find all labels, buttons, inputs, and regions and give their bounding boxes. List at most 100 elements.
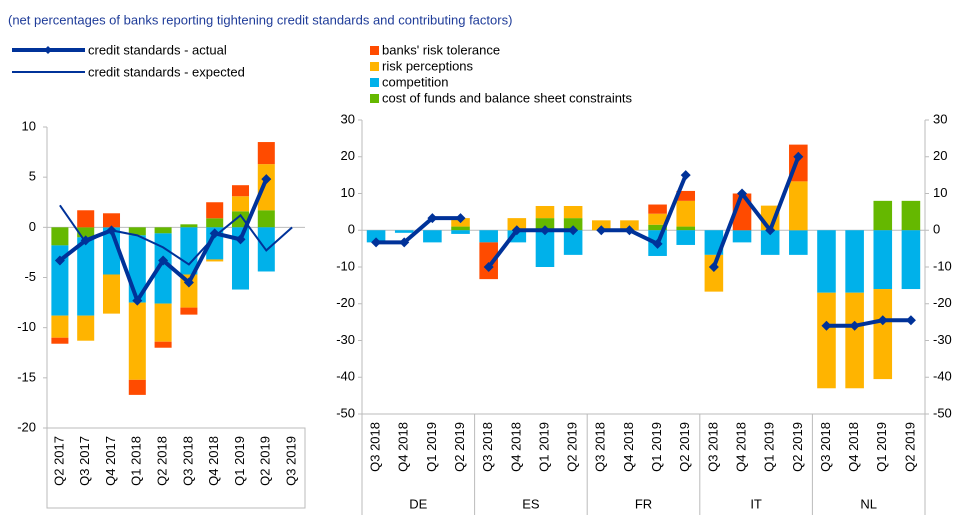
x-tick-label: Q1 2019 bbox=[762, 422, 777, 472]
x-tick-label: Q4 2018 bbox=[621, 422, 636, 472]
bar-segment bbox=[180, 307, 198, 315]
bar-segment bbox=[676, 190, 696, 201]
legend-label: risk perceptions bbox=[382, 58, 474, 73]
bar-segment bbox=[257, 210, 275, 228]
x-tick-label: Q2 2019 bbox=[452, 422, 467, 472]
line-marker bbox=[568, 225, 579, 236]
x-tick-label: Q3 2018 bbox=[818, 422, 833, 472]
bar-segment bbox=[535, 218, 555, 231]
line-marker bbox=[158, 255, 169, 266]
bar-segment bbox=[648, 224, 667, 231]
bar-segment bbox=[451, 230, 470, 234]
legend-label: banks' risk tolerance bbox=[382, 42, 500, 57]
y-tick-label: -15 bbox=[17, 369, 36, 384]
line-marker bbox=[483, 262, 494, 272]
y2-tick-label: -10 bbox=[933, 258, 952, 273]
bar-segment bbox=[817, 230, 836, 293]
line-marker bbox=[132, 295, 143, 306]
line-marker bbox=[821, 320, 832, 331]
legend-swatch bbox=[370, 94, 379, 103]
x-tick-label: Q3 2018 bbox=[368, 422, 383, 472]
y-tick-label: 0 bbox=[348, 222, 355, 237]
bar-segment bbox=[394, 230, 414, 233]
bar-segment bbox=[51, 337, 69, 344]
bar-segment bbox=[789, 230, 808, 255]
line-marker bbox=[539, 225, 550, 236]
y-tick-label: 10 bbox=[341, 185, 355, 200]
bar-segment bbox=[535, 205, 555, 219]
y2-tick-label: 10 bbox=[933, 185, 947, 200]
y2-tick-label: 30 bbox=[933, 111, 947, 126]
bar-segment bbox=[817, 292, 836, 389]
x-tick-label: Q3 2018 bbox=[593, 422, 608, 472]
bar-segment bbox=[760, 230, 780, 255]
bar-segment bbox=[128, 227, 146, 236]
legend-label: competition bbox=[382, 74, 448, 89]
group-label: DE bbox=[409, 496, 427, 511]
bar-segment bbox=[128, 302, 146, 380]
bar-segment bbox=[231, 196, 250, 212]
x-tick-label: Q3 2019 bbox=[284, 436, 299, 486]
legend-swatch bbox=[370, 46, 379, 55]
bar-segment bbox=[77, 237, 95, 316]
group-label: NL bbox=[860, 496, 877, 511]
x-tick-label: Q4 2018 bbox=[846, 422, 861, 472]
x-tick-label: Q3 2018 bbox=[480, 422, 495, 472]
x-tick-label: Q1 2019 bbox=[232, 436, 247, 486]
bar-segment bbox=[423, 230, 442, 243]
x-tick-label: Q4 2018 bbox=[733, 422, 748, 472]
actual-line bbox=[601, 174, 688, 247]
x-tick-label: Q4 2018 bbox=[206, 436, 221, 486]
line-marker bbox=[399, 237, 410, 248]
x-tick-label: Q1 2019 bbox=[649, 422, 664, 472]
bar-segment bbox=[51, 245, 69, 316]
bar-segment bbox=[128, 379, 146, 395]
x-tick-label: Q2 2019 bbox=[790, 422, 805, 472]
line-marker bbox=[765, 225, 776, 236]
y-tick-label: -10 bbox=[17, 319, 36, 334]
line-marker bbox=[455, 213, 466, 224]
y2-tick-label: 0 bbox=[933, 222, 940, 237]
x-tick-label: Q3 2018 bbox=[180, 436, 195, 486]
x-tick-label: Q4 2017 bbox=[103, 436, 118, 486]
bar-segment bbox=[366, 230, 386, 243]
y2-tick-label: -20 bbox=[933, 295, 952, 310]
bar-segment bbox=[451, 226, 470, 231]
y-tick-label: -50 bbox=[336, 405, 355, 420]
line-marker bbox=[427, 213, 438, 224]
bar-segment bbox=[154, 303, 172, 342]
line-marker bbox=[80, 235, 91, 246]
actual-line bbox=[712, 156, 801, 268]
y-tick-label: -20 bbox=[336, 295, 355, 310]
bar-segment bbox=[648, 204, 667, 214]
actual-line bbox=[826, 318, 911, 328]
bar-segment bbox=[77, 315, 95, 341]
bar-segment bbox=[51, 227, 69, 246]
bar-segment bbox=[102, 274, 121, 314]
x-tick-label: Q2 2019 bbox=[258, 436, 273, 486]
line-marker bbox=[54, 255, 65, 266]
x-tick-label: Q3 2018 bbox=[705, 422, 720, 472]
y-tick-label: 5 bbox=[29, 169, 36, 184]
bar-segment bbox=[206, 202, 224, 219]
line-marker bbox=[652, 238, 663, 249]
bar-segment bbox=[479, 230, 498, 243]
x-tick-label: Q2 2017 bbox=[51, 436, 66, 486]
line-marker bbox=[511, 225, 522, 236]
x-tick-label: Q2 2018 bbox=[155, 436, 170, 486]
subtitle: (net percentages of banks reporting tigh… bbox=[8, 12, 512, 27]
line-marker bbox=[793, 151, 804, 162]
bar-segment bbox=[676, 226, 696, 231]
actual-line bbox=[487, 228, 574, 269]
line-marker bbox=[849, 320, 860, 331]
x-tick-label: Q4 2018 bbox=[508, 422, 523, 472]
group-label: IT bbox=[750, 496, 762, 511]
bar-segment bbox=[845, 292, 864, 389]
legend-swatch bbox=[370, 78, 379, 87]
y-tick-label: 0 bbox=[29, 219, 36, 234]
y-tick-label: -30 bbox=[336, 332, 355, 347]
x-tick-label: Q2 2019 bbox=[902, 422, 917, 472]
x-tick-label: Q2 2019 bbox=[677, 422, 692, 472]
x-tick-label: Q4 2018 bbox=[396, 422, 411, 472]
